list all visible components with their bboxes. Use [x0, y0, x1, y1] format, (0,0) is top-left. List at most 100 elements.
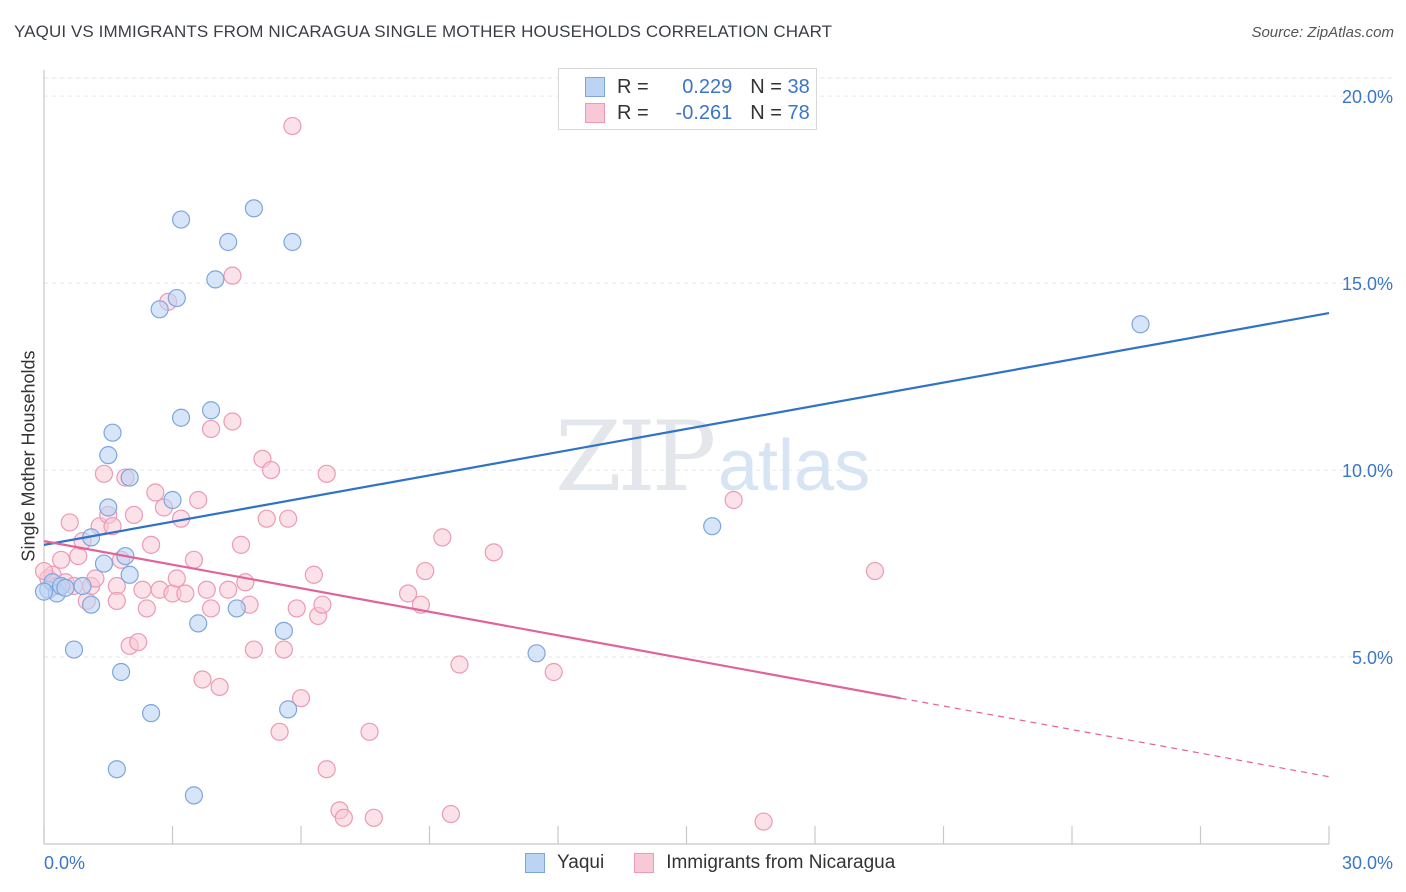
- nicaragua-point: [317, 464, 336, 483]
- yaqui-point: [274, 621, 293, 640]
- nicaragua-point: [244, 640, 263, 659]
- nicaragua-trendline: [43, 540, 901, 700]
- nicaragua-point: [360, 722, 379, 741]
- x-tick-label: 30.0%: [1342, 853, 1393, 873]
- yaqui-point: [56, 578, 75, 597]
- yaqui-point: [64, 640, 84, 659]
- nicaragua-point: [137, 599, 156, 618]
- yaqui-point: [163, 490, 182, 510]
- nicaragua-point: [304, 565, 323, 584]
- nicaragua-point: [103, 517, 122, 536]
- yaqui-point: [279, 700, 298, 719]
- yaqui-point: [171, 408, 191, 427]
- correlation-legend: R = 0.229 N = 38 R = -0.261 N = 78: [558, 68, 817, 130]
- nicaragua-point: [141, 535, 161, 554]
- series-legend: Yaqui Immigrants from Nicaragua: [525, 852, 925, 874]
- yaqui-point: [283, 232, 302, 252]
- nicaragua-point: [167, 569, 186, 588]
- yaqui-point: [227, 599, 246, 618]
- yaqui-point: [527, 644, 546, 663]
- nicaragua-point: [441, 804, 461, 824]
- y-tick-label: 20.0%: [1342, 87, 1393, 107]
- nicaragua-point: [257, 509, 276, 528]
- legend-item-nicaragua: Immigrants from Nicaragua: [634, 852, 895, 874]
- nicaragua-point: [283, 116, 302, 136]
- nicaragua-point: [279, 509, 298, 528]
- y-tick-label: 5.0%: [1352, 648, 1393, 668]
- nicaragua-point: [176, 584, 195, 603]
- nicaragua-point: [274, 640, 293, 659]
- nicaragua-point: [129, 632, 148, 652]
- nicaragua-trendline: [900, 697, 1330, 778]
- y-tick-label: 15.0%: [1342, 274, 1393, 294]
- nicaragua-point: [219, 580, 238, 599]
- nicaragua-point: [416, 561, 435, 581]
- yaqui-point: [1131, 315, 1150, 334]
- axes: [43, 70, 1330, 845]
- yaqui-n-value: 38: [787, 75, 810, 98]
- nicaragua-point: [69, 546, 88, 566]
- nicaragua-point: [223, 266, 242, 285]
- yaqui-trendline: [43, 311, 1330, 546]
- nicaragua-point: [484, 543, 503, 562]
- chart-title: YAQUI VS IMMIGRANTS FROM NICARAGUA SINGL…: [14, 22, 833, 41]
- nicaragua-point: [270, 722, 289, 741]
- r-label: R =: [617, 101, 649, 124]
- x-tick-label: 0.0%: [44, 853, 85, 873]
- nicaragua-point: [287, 599, 306, 618]
- nicaragua-point: [398, 584, 418, 603]
- nicaragua-point: [544, 662, 563, 682]
- nicaragua-swatch: [585, 103, 605, 123]
- nicaragua-point: [52, 550, 71, 569]
- yaqui-point: [201, 401, 221, 420]
- yaqui-point: [111, 662, 131, 682]
- nicaragua-point: [724, 490, 743, 510]
- nicaragua-point: [60, 513, 79, 532]
- nicaragua-point: [201, 419, 221, 439]
- nicaragua-point: [450, 655, 469, 674]
- nicaragua-point: [124, 505, 144, 525]
- yaqui-point: [120, 468, 139, 487]
- yaqui-point: [34, 582, 54, 601]
- nicaragua-point: [865, 561, 885, 581]
- yaqui-point: [120, 565, 139, 584]
- nicaragua-point: [334, 808, 353, 827]
- nicaragua-point: [261, 460, 281, 480]
- watermark-zip: ZIP: [555, 401, 714, 513]
- nicaragua-point: [133, 580, 152, 599]
- yaqui-point: [703, 517, 722, 536]
- yaqui-point: [99, 498, 118, 517]
- yaqui-point: [94, 554, 114, 573]
- yaqui-swatch: [585, 77, 605, 97]
- watermark-atlas: atlas: [718, 426, 870, 506]
- nicaragua-point: [231, 535, 251, 554]
- nicaragua-point: [184, 550, 204, 569]
- yaqui-point: [82, 595, 101, 614]
- nicaragua-point: [223, 412, 242, 431]
- n-label: N =: [750, 75, 782, 98]
- nicaragua-n-value: 78: [787, 101, 810, 124]
- nicaragua-point: [313, 595, 332, 614]
- nicaragua-point: [189, 490, 208, 510]
- yaqui-point: [73, 576, 92, 596]
- nicaragua-point: [146, 483, 165, 502]
- nicaragua-point: [364, 808, 383, 827]
- source-label: Source: ZipAtlas.com: [1251, 24, 1394, 41]
- y-axis-label: Single Mother Households: [18, 350, 39, 562]
- yaqui-point: [167, 288, 186, 308]
- nicaragua-point: [291, 689, 311, 708]
- yaqui-point: [206, 270, 225, 289]
- nicaragua-point: [754, 812, 773, 831]
- yaqui-point: [219, 232, 238, 252]
- grid-lines: [44, 77, 1392, 658]
- yaqui-legend-swatch: [525, 853, 545, 873]
- nicaragua-point: [193, 670, 212, 689]
- yaqui-point: [171, 210, 191, 229]
- nicaragua-point: [433, 528, 452, 547]
- legend-item-yaqui: Yaqui: [525, 852, 604, 874]
- legend-row-nicaragua: R = -0.261 N = 78: [585, 102, 810, 124]
- legend-row-yaqui: R = 0.229 N = 38: [585, 76, 810, 98]
- r-label: R =: [617, 75, 649, 98]
- nicaragua-point: [317, 760, 336, 779]
